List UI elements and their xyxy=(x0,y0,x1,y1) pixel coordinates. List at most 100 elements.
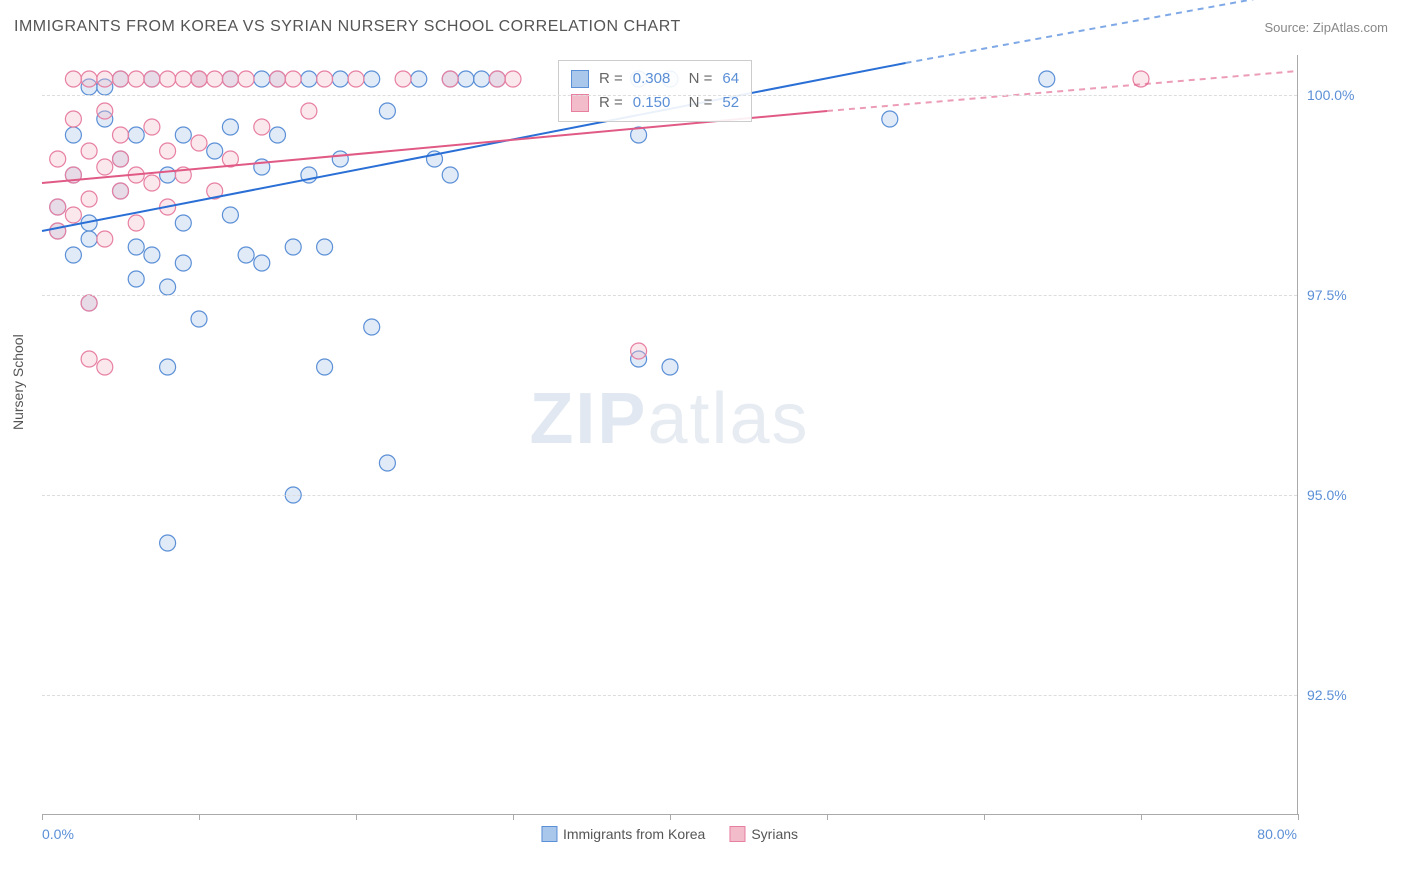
trendline-extrapolated xyxy=(827,71,1298,111)
stats-n-val-0: 64 xyxy=(722,67,739,91)
data-point xyxy=(222,207,238,223)
x-tick-label-min: 0.0% xyxy=(42,826,74,842)
data-point xyxy=(317,239,333,255)
grid-line xyxy=(42,695,1297,696)
data-point xyxy=(207,71,223,87)
data-point xyxy=(128,271,144,287)
x-tick xyxy=(670,814,671,820)
data-point xyxy=(81,143,97,159)
x-tick-label-max: 80.0% xyxy=(1257,826,1297,842)
data-point xyxy=(113,71,129,87)
data-point xyxy=(160,279,176,295)
data-point xyxy=(317,71,333,87)
data-point xyxy=(65,111,81,127)
legend-bottom: Immigrants from Korea Syrians xyxy=(541,826,798,842)
data-point xyxy=(191,71,207,87)
data-point xyxy=(238,71,254,87)
grid-line xyxy=(42,95,1297,96)
data-point xyxy=(474,71,490,87)
data-point xyxy=(175,71,191,87)
data-point xyxy=(97,159,113,175)
swatch-korea-icon xyxy=(571,70,589,88)
x-tick xyxy=(1298,814,1299,820)
x-tick xyxy=(356,814,357,820)
data-point xyxy=(81,295,97,311)
data-point xyxy=(207,143,223,159)
y-axis-label: Nursery School xyxy=(10,334,26,430)
data-point xyxy=(442,167,458,183)
stats-r-label-0: R = xyxy=(599,67,623,91)
x-tick xyxy=(827,814,828,820)
data-point xyxy=(81,71,97,87)
y-tick-label: 95.0% xyxy=(1307,487,1377,503)
data-point xyxy=(81,231,97,247)
legend-label-syrians: Syrians xyxy=(751,826,798,842)
trendline-extrapolated xyxy=(906,0,1299,63)
data-point xyxy=(81,191,97,207)
x-tick xyxy=(513,814,514,820)
data-point xyxy=(348,71,364,87)
x-tick xyxy=(42,814,43,820)
data-point xyxy=(411,71,427,87)
y-tick-label: 100.0% xyxy=(1307,87,1377,103)
data-point xyxy=(489,71,505,87)
data-point xyxy=(175,127,191,143)
data-point xyxy=(458,71,474,87)
grid-line xyxy=(42,495,1297,496)
data-point xyxy=(81,351,97,367)
data-point xyxy=(97,71,113,87)
data-point xyxy=(144,71,160,87)
data-point xyxy=(113,183,129,199)
data-point xyxy=(631,343,647,359)
stats-row-korea: R = 0.308 N = 64 xyxy=(571,67,739,91)
data-point xyxy=(50,151,66,167)
data-point xyxy=(191,311,207,327)
y-tick-label: 92.5% xyxy=(1307,687,1377,703)
x-tick xyxy=(984,814,985,820)
data-point xyxy=(113,127,129,143)
chart-svg xyxy=(42,55,1297,814)
data-point xyxy=(113,151,129,167)
data-point xyxy=(254,119,270,135)
data-point xyxy=(128,71,144,87)
data-point xyxy=(50,199,66,215)
data-point xyxy=(160,359,176,375)
data-point xyxy=(144,247,160,263)
data-point xyxy=(65,127,81,143)
data-point xyxy=(285,239,301,255)
data-point xyxy=(222,119,238,135)
chart-title: IMMIGRANTS FROM KOREA VS SYRIAN NURSERY … xyxy=(14,18,681,36)
plot-area: ZIPatlas R = 0.308 N = 64 R = 0.150 N = … xyxy=(42,55,1298,815)
data-point xyxy=(317,359,333,375)
data-point xyxy=(1039,71,1055,87)
legend-swatch-syrians-icon xyxy=(729,826,745,842)
data-point xyxy=(65,71,81,87)
data-point xyxy=(175,215,191,231)
legend-label-korea: Immigrants from Korea xyxy=(563,826,705,842)
data-point xyxy=(254,255,270,271)
legend-swatch-korea-icon xyxy=(541,826,557,842)
data-point xyxy=(50,223,66,239)
data-point xyxy=(301,103,317,119)
data-point xyxy=(160,143,176,159)
data-point xyxy=(364,71,380,87)
data-point xyxy=(301,71,317,87)
data-point xyxy=(379,455,395,471)
data-point xyxy=(97,359,113,375)
data-point xyxy=(254,71,270,87)
data-point xyxy=(144,119,160,135)
data-point xyxy=(270,127,286,143)
data-point xyxy=(160,167,176,183)
data-point xyxy=(144,175,160,191)
data-point xyxy=(65,247,81,263)
y-tick-label: 97.5% xyxy=(1307,287,1377,303)
data-point xyxy=(882,111,898,127)
grid-line xyxy=(42,295,1297,296)
stats-r-val-0: 0.308 xyxy=(633,67,671,91)
data-point xyxy=(222,71,238,87)
data-point xyxy=(128,215,144,231)
x-tick xyxy=(199,814,200,820)
stats-legend-box: R = 0.308 N = 64 R = 0.150 N = 52 xyxy=(558,60,752,122)
chart-container: IMMIGRANTS FROM KOREA VS SYRIAN NURSERY … xyxy=(0,0,1406,892)
swatch-syrians-icon xyxy=(571,94,589,112)
